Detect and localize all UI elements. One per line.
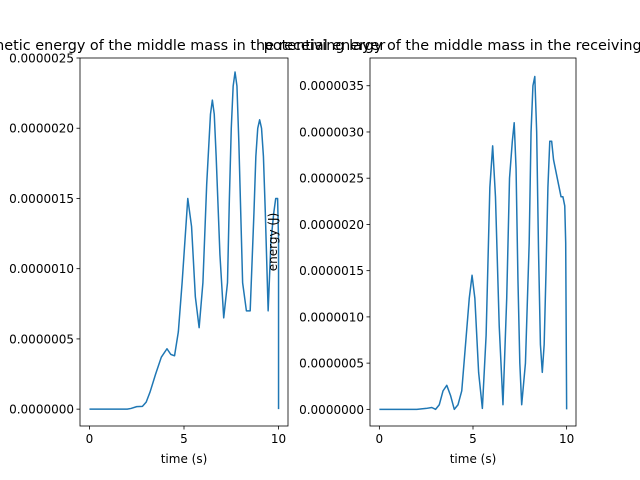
- chart-1-y-axis-label: energy (J): [266, 213, 280, 272]
- chart-0-x-tick-label: 0: [86, 432, 94, 446]
- chart-0-axes-frame: [79, 57, 289, 427]
- chart-0-x-axis-label: time (s): [161, 452, 208, 466]
- chart-1-x-tick-label: 0: [376, 432, 384, 446]
- chart-1-y-tick-label: 0.0000035: [299, 79, 364, 93]
- chart-0-y-tick-label: 0.0000015: [9, 192, 74, 206]
- chart-1-y-tick-label: 0.0000005: [299, 357, 364, 371]
- chart-0-y-tick-label: 0.0000005: [9, 332, 74, 346]
- chart-0-title: kinetic energy of the middle mass in the…: [0, 38, 385, 54]
- potential-energy-chart: 0 5 10 0.0000000 0.0000005 0.0000010 0.0000015…: [264, 38, 640, 466]
- chart-1-axes-frame: [369, 57, 577, 427]
- chart-1-y-tick-label: 0.0000030: [299, 125, 364, 139]
- chart-0-y-tick-label: 0.0000010: [9, 262, 74, 276]
- chart-1-y-tick-label: 0.0000000: [299, 403, 364, 417]
- chart-0-x-tick-label: 10: [271, 432, 286, 446]
- chart-1-title: potential energy of the middle mass in t…: [264, 38, 640, 54]
- chart-1-y-tick-label: 0.0000015: [299, 264, 364, 278]
- chart-0-x-tick-label: 5: [180, 432, 188, 446]
- chart-0-y-tick-label: 0.0000020: [9, 122, 74, 136]
- chart-1-y-tick-label: 0.0000010: [299, 310, 364, 324]
- chart-1-y-tick-label: 0.0000025: [299, 172, 364, 186]
- kinetic-energy-chart: 0 5 10 0.0000000 0.0000005 0.0000010 0.0000015…: [0, 38, 385, 466]
- chart-0-y-tick-label: 0.0000000: [9, 403, 74, 417]
- chart-1-x-tick-label: 5: [469, 432, 477, 446]
- chart-1-y-tick-label: 0.0000020: [299, 218, 364, 232]
- chart-1-x-tick-label: 10: [559, 432, 574, 446]
- chart-1-x-axis-label: time (s): [450, 452, 497, 466]
- chart-0-y-tick-label: 0.0000025: [9, 52, 74, 66]
- chart-0-series-line-0: [89, 71, 280, 410]
- chart-1-series-line-0: [379, 75, 568, 411]
